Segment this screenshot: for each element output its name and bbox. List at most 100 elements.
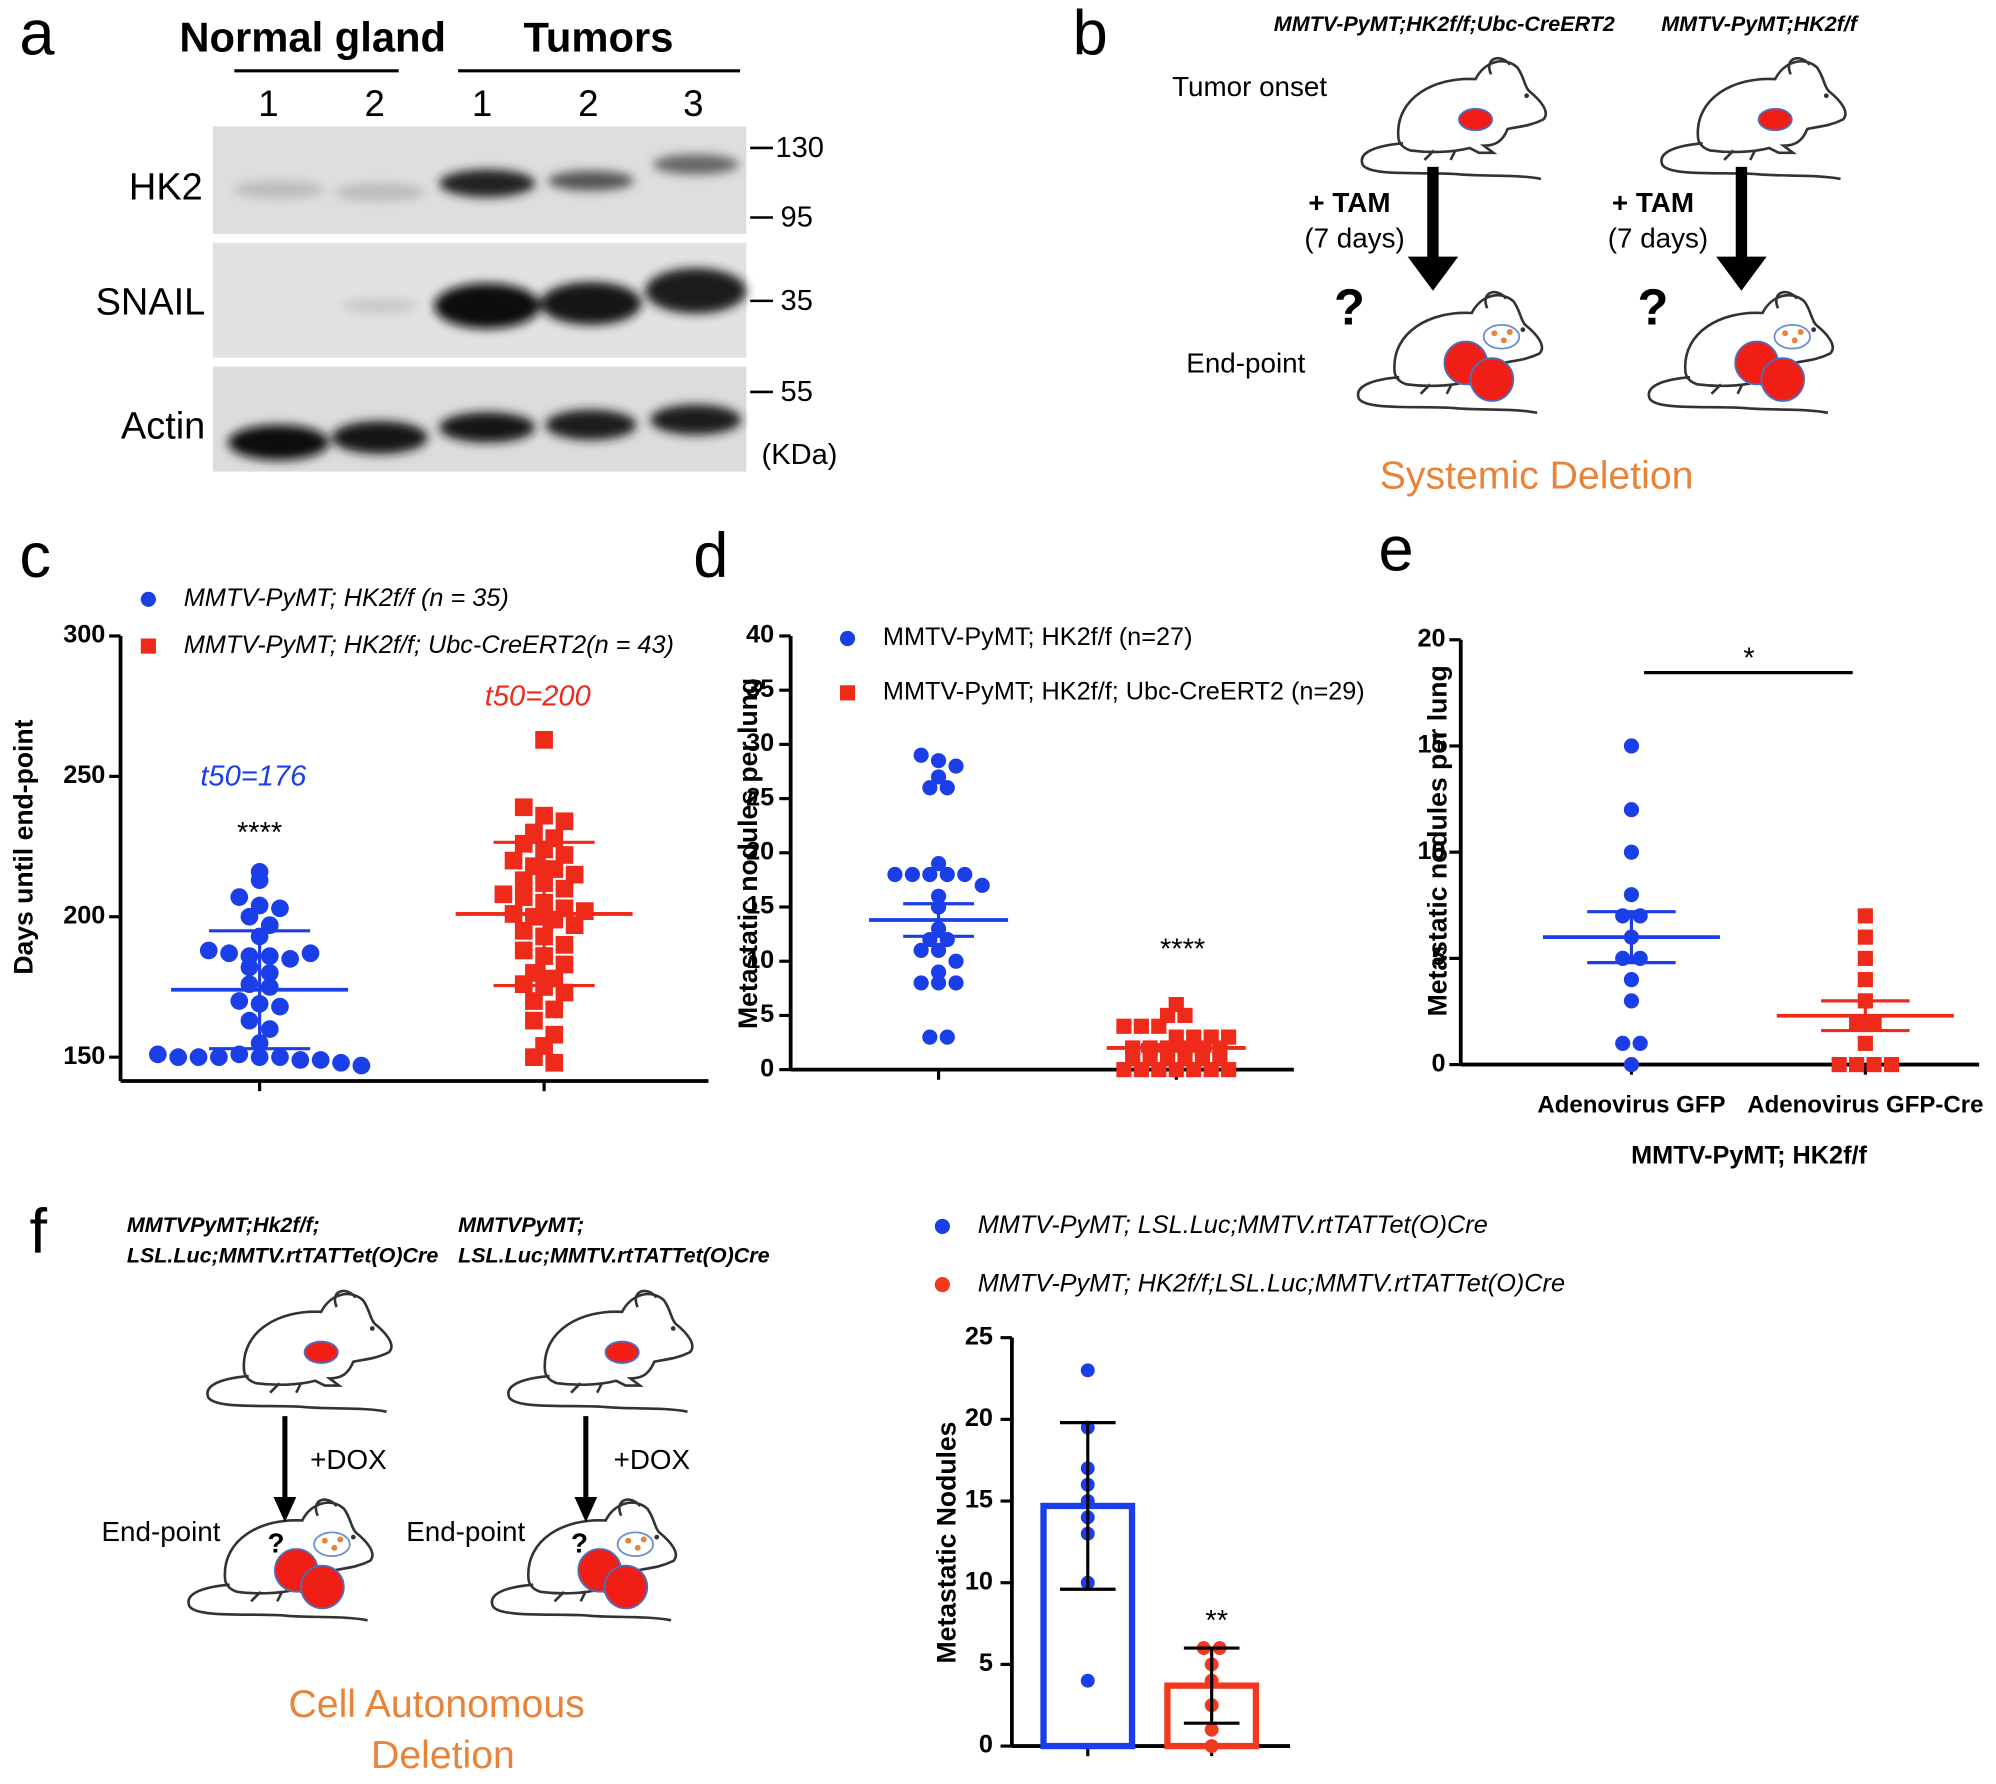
- x-axis-title: MMTV-PyMT; HK2f/f: [1631, 1142, 1867, 1170]
- data-point: [545, 1000, 564, 1019]
- data-point: [930, 964, 947, 980]
- data-point: [514, 798, 533, 817]
- y-tick-label: 0: [760, 1054, 774, 1082]
- treatment: + TAM: [1612, 187, 1694, 218]
- y-tick-label: 200: [63, 901, 105, 929]
- data-point: [525, 992, 543, 1010]
- data-point: [948, 975, 964, 991]
- data-point: [930, 942, 947, 958]
- data-point: [948, 953, 964, 969]
- question: ?: [268, 1527, 285, 1558]
- data-point: [930, 975, 947, 991]
- annotation: t50=200: [485, 681, 591, 713]
- data-point: [930, 753, 947, 769]
- data-point: [555, 935, 574, 954]
- y-tick-label: 5: [1432, 943, 1446, 971]
- mouse: [507, 1289, 694, 1413]
- y-tick-label: 10: [965, 1567, 993, 1595]
- data-point: [1204, 1739, 1219, 1754]
- lane-label: 2: [364, 83, 384, 124]
- data-point: [974, 877, 990, 893]
- data-point: [1151, 1018, 1167, 1034]
- data-point: [839, 685, 856, 701]
- data-point: [1857, 1035, 1873, 1051]
- legend-label: MMTV-PyMT; LSL.Luc;MMTV.rtTATTet(O)Cre: [978, 1211, 1488, 1239]
- data-point: [514, 871, 533, 890]
- data-point: [555, 879, 574, 898]
- y-tick-label: 15: [965, 1486, 993, 1514]
- data-point: [1831, 1056, 1847, 1073]
- data-point: [281, 950, 300, 968]
- annotation: **: [1205, 1605, 1228, 1637]
- y-tick-label: 300: [63, 621, 105, 649]
- data-point: [525, 1048, 543, 1067]
- data-point: [1623, 1056, 1640, 1073]
- row-label: SNAIL: [96, 282, 206, 324]
- y-tick-label: 10: [746, 946, 774, 974]
- data-point: [514, 941, 533, 960]
- legend-label: MMTV-PyMT; HK2f/f;LSL.Luc;MMTV.rtTATTet(…: [978, 1269, 1565, 1297]
- data-point: [535, 731, 553, 749]
- data-point: [555, 955, 574, 974]
- treatment: +DOX: [614, 1444, 690, 1475]
- group-header: Normal gland: [179, 13, 446, 60]
- row-label: HK2: [129, 167, 203, 209]
- data-point: [199, 941, 218, 960]
- data-point: [922, 780, 938, 796]
- strain-label: LSL.Luc;MMTV.rtTATTet(O)Cre: [127, 1243, 439, 1267]
- data-point: [1857, 929, 1873, 945]
- data-point: [271, 899, 289, 918]
- treatment: +DOX: [310, 1444, 386, 1475]
- data-point: [1133, 1062, 1149, 1078]
- caption: Systemic Deletion: [1380, 454, 1694, 497]
- arrow: [574, 1416, 598, 1523]
- y-tick-label: 20: [746, 837, 774, 865]
- data-point: [494, 885, 513, 904]
- data-point: [1204, 1722, 1219, 1737]
- panel-label: d: [693, 521, 728, 591]
- data-point: [1623, 844, 1640, 860]
- data-point: [250, 871, 269, 890]
- legend-label: MMTV-PyMT; HK2f/f (n=27): [883, 623, 1193, 651]
- y-tick-label: 150: [63, 1042, 105, 1070]
- data-point: [887, 866, 903, 883]
- data-point: [948, 758, 964, 774]
- western-blot: Normal gland Tumors 1 2 1 2 3 HK2 SNAIL …: [96, 13, 838, 472]
- data-point: [240, 1011, 259, 1030]
- data-point: [514, 921, 533, 940]
- y-tick-label: 0: [979, 1731, 993, 1759]
- data-point: [1857, 908, 1873, 924]
- diagram-systemic: MMTV-PyMT;HK2f/f;Ubc-CreERT2 MMTV-PyMT;H…: [1172, 12, 1859, 497]
- marker-label: 55: [781, 376, 813, 408]
- arrow: [273, 1416, 297, 1523]
- data-point: [148, 1045, 167, 1064]
- data-point: [913, 975, 929, 991]
- data-point: [250, 896, 269, 915]
- data-point: [939, 866, 955, 883]
- data-point: [301, 944, 320, 963]
- question: ?: [571, 1527, 588, 1558]
- y-tick-label: 20: [1417, 624, 1445, 652]
- annotation: ****: [237, 817, 282, 849]
- data-point: [565, 916, 584, 935]
- data-point: [930, 769, 947, 785]
- y-tick-label: 5: [760, 1000, 774, 1028]
- data-point: [1866, 1056, 1882, 1073]
- data-point: [240, 958, 259, 977]
- data-point: [1221, 1062, 1237, 1078]
- panel-label: e: [1379, 514, 1414, 584]
- data-point: [1857, 950, 1873, 966]
- question: ?: [1334, 278, 1365, 335]
- data-point: [1151, 1062, 1167, 1078]
- data-point: [1177, 1007, 1193, 1024]
- data-point: [250, 1048, 269, 1067]
- treatment: + TAM: [1308, 187, 1390, 218]
- stage-label: End-point: [1186, 348, 1305, 379]
- caption: Cell Autonomous: [288, 1683, 584, 1726]
- data-point: [260, 964, 279, 982]
- data-point: [514, 888, 533, 906]
- marker-unit: (KDa): [762, 439, 838, 471]
- data-point: [1133, 1018, 1149, 1034]
- mouse: [1660, 56, 1847, 181]
- data-point: [332, 1053, 350, 1072]
